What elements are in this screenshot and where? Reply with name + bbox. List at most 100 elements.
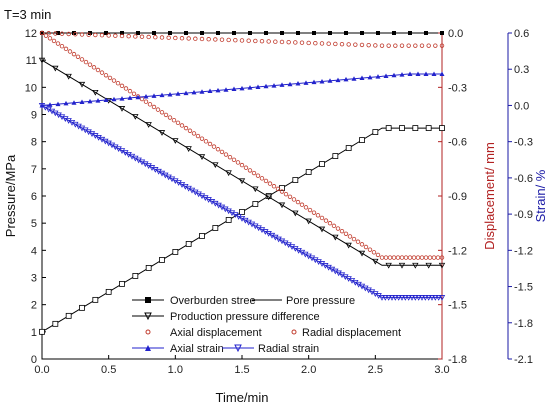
data-point (375, 74, 381, 79)
data-point (427, 255, 433, 260)
data-point (345, 145, 352, 151)
data-point (211, 144, 217, 149)
data-point (92, 296, 99, 303)
data-point (120, 31, 124, 35)
series-layer (38, 30, 446, 335)
data-point (66, 31, 71, 37)
x-tick-label: 1.5 (234, 364, 249, 376)
data-point (39, 328, 45, 335)
data-point (195, 133, 201, 139)
data-point (139, 96, 145, 102)
data-point (167, 91, 173, 97)
data-point (95, 98, 101, 103)
data-point (345, 242, 352, 249)
data-point (43, 33, 49, 38)
data-point (252, 186, 259, 193)
data-point (232, 31, 236, 35)
data-point (291, 197, 297, 202)
series-1 (39, 125, 445, 335)
legend-label-radial-strain: Radial strain (258, 343, 319, 355)
data-point (183, 90, 189, 96)
data-point (75, 54, 81, 59)
data-point (367, 74, 373, 80)
y-right2-tick-label: -1.2 (514, 245, 533, 257)
data-point (59, 31, 65, 36)
data-point (347, 234, 353, 239)
data-point (127, 95, 133, 100)
data-point (166, 35, 171, 40)
x-tick-label: 2.0 (301, 364, 316, 376)
data-point (52, 65, 59, 72)
data-point (424, 31, 428, 35)
data-point (199, 36, 205, 42)
data-point (326, 41, 331, 46)
legend-label-production-pressure: Production pressure difference (170, 311, 320, 323)
data-point (331, 223, 337, 229)
data-point (38, 57, 46, 64)
data-point (113, 33, 118, 38)
data-point (438, 295, 446, 301)
data-point (425, 295, 432, 301)
data-point (435, 255, 441, 260)
data-point (263, 83, 269, 89)
data-point (439, 125, 445, 131)
data-point (425, 262, 432, 269)
data-point (346, 42, 351, 47)
data-point (259, 176, 265, 181)
data-point (265, 193, 272, 199)
data-point (173, 35, 178, 41)
data-point (313, 40, 318, 46)
data-point (215, 87, 221, 93)
data-point (206, 37, 211, 42)
data-point (193, 36, 198, 41)
data-point (40, 31, 44, 35)
data-point (243, 165, 249, 170)
y-left-tick-label: 1 (31, 327, 37, 339)
y-left-tick-label: 4 (31, 245, 37, 257)
data-point (119, 96, 125, 101)
legend-entry-production-pressure: Production pressure difference (132, 311, 320, 323)
y-right1-tick-label: -0.9 (448, 191, 467, 203)
data-point (332, 153, 339, 159)
data-point (359, 242, 365, 247)
data-point (200, 31, 204, 35)
data-point (185, 146, 192, 152)
data-point (131, 91, 137, 96)
data-point (283, 191, 289, 197)
y-right2-tick-label: -2.1 (514, 354, 533, 366)
data-point (111, 96, 117, 102)
data-point (332, 234, 339, 241)
data-point (47, 102, 53, 107)
data-point (59, 44, 65, 49)
data-point (123, 86, 129, 91)
x-tick-label: 0.0 (34, 364, 49, 376)
data-point (132, 114, 139, 120)
data-point (432, 295, 439, 301)
data-point (393, 43, 398, 48)
data-point (213, 37, 218, 42)
data-point (103, 97, 109, 102)
data-point (223, 152, 229, 157)
data-point (266, 39, 271, 44)
data-point (419, 255, 425, 260)
y-right1-tick-label: -1.5 (448, 300, 467, 312)
data-point (363, 244, 369, 250)
data-point (231, 86, 237, 92)
data-point (278, 202, 286, 209)
data-point (52, 320, 59, 327)
data-point (239, 209, 245, 215)
data-point (171, 117, 177, 123)
data-point (339, 228, 345, 234)
data-point (79, 32, 85, 37)
data-point (106, 33, 111, 38)
data-point (111, 78, 117, 83)
data-point (95, 67, 101, 73)
y-left-axis-label: Pressure/MPa (3, 154, 18, 237)
legend-swatch-overburden (145, 297, 151, 303)
data-point (426, 43, 431, 48)
data-point (351, 76, 357, 81)
data-point (382, 295, 389, 301)
y-right2-tick-label: 0.0 (514, 100, 529, 112)
data-point (136, 31, 140, 35)
data-point (92, 89, 99, 96)
